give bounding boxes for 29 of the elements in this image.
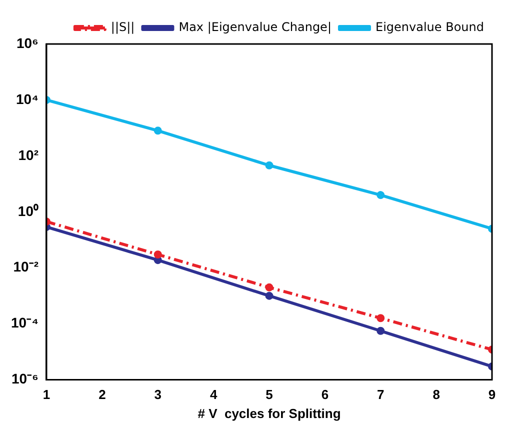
point xyxy=(376,326,385,335)
x-tick-label: 8 xyxy=(432,387,440,402)
y-tick-label: 10² xyxy=(18,146,39,163)
y-tick-label: 10⁻⁴ xyxy=(10,314,39,331)
x-tick-label: 1 xyxy=(42,387,50,402)
point xyxy=(154,256,162,264)
y-tick-label: 10⁰ xyxy=(18,202,38,219)
point xyxy=(376,191,385,200)
legend-label: Max |Eigenvalue Change| xyxy=(178,20,332,34)
y-tick-label: 10⁻⁶ xyxy=(11,370,38,387)
x-tick-label: 3 xyxy=(154,387,162,402)
point xyxy=(154,250,162,259)
x-tick-label: 4 xyxy=(210,387,218,402)
point xyxy=(154,126,162,135)
x-tick-label: 9 xyxy=(488,387,496,402)
y-tick-label: 10⁶ xyxy=(16,34,38,51)
point xyxy=(265,161,274,170)
legend-label: Eigenvalue Bound xyxy=(375,20,484,34)
legend-label: ||S|| xyxy=(110,20,135,34)
y-tick-label: 10⁻² xyxy=(13,258,39,275)
x-tick-label: 6 xyxy=(321,387,329,402)
y-tick-label: 10⁴ xyxy=(16,90,39,107)
point xyxy=(265,292,274,300)
x-tick-label: 5 xyxy=(266,387,273,402)
x-tick-label: 2 xyxy=(98,387,106,402)
point xyxy=(265,283,274,292)
point xyxy=(376,314,385,322)
x-axis-title: # V cycles for Splitting xyxy=(198,406,341,421)
x-tick-label: 7 xyxy=(377,387,384,402)
